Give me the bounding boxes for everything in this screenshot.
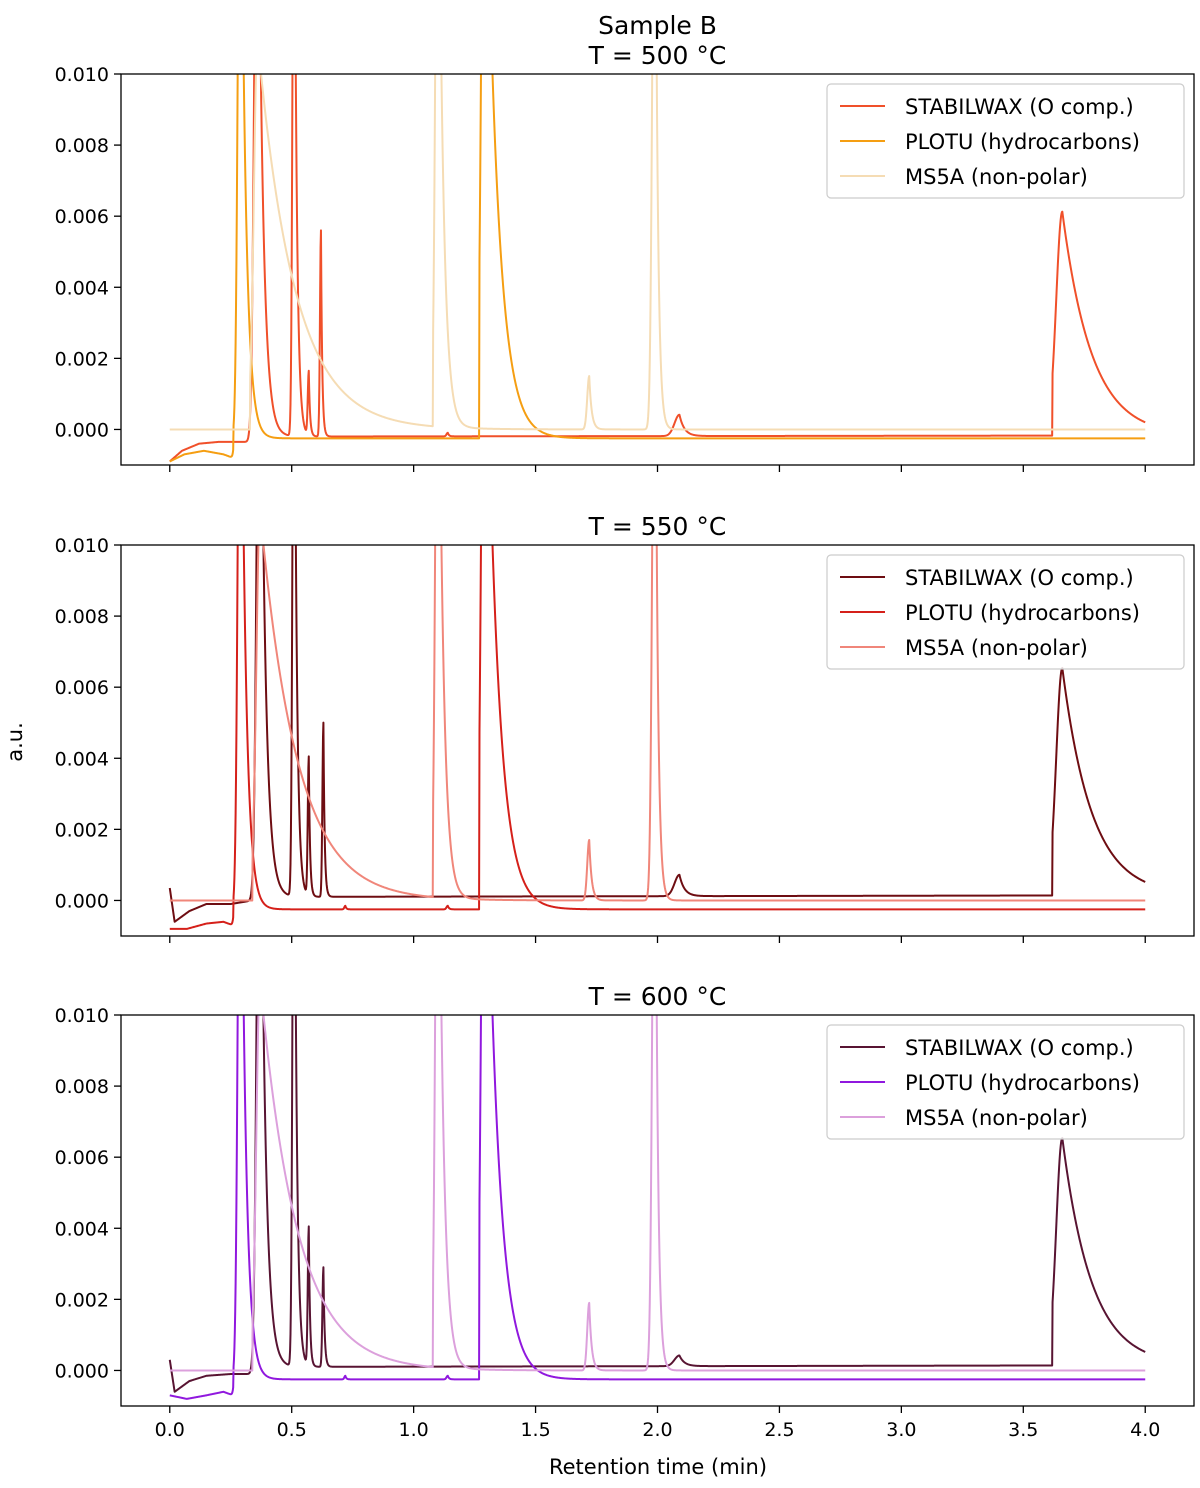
panel-title: T = 550 °C [588, 512, 727, 541]
legend-box [826, 83, 1185, 199]
y-tick-label: 0.002 [55, 819, 109, 841]
y-axis-label: a.u. [3, 722, 27, 762]
x-axis-label: Retention time (min) [549, 1455, 767, 1479]
x-tick-label: 3.0 [886, 1419, 916, 1441]
y-tick-label: 0.004 [55, 1218, 109, 1240]
panel-title: T = 500 °C [588, 41, 727, 70]
y-tick-label: 0.006 [55, 677, 109, 699]
legend: STABILWAX (O comp.) PLOTU (hydrocarbons) M… [826, 83, 1185, 199]
legend: STABILWAX (O comp.) PLOTU (hydrocarbons) M… [826, 1024, 1185, 1140]
y-tick-label: 0.002 [55, 348, 109, 370]
legend-entry-label: STABILWAX (O comp.) [905, 1036, 1134, 1060]
y-tick-label: 0.010 [55, 1005, 109, 1027]
y-tick-label: 0.008 [55, 606, 109, 628]
legend-entry-label: MS5A (non-polar) [905, 1106, 1088, 1130]
series-group [168, 1015, 1146, 1400]
chart-panel-2: T = 550 °C 0.000 0.002 0.004 0.006 0.008 0.010… [55, 512, 1195, 943]
y-tick-label: 0.006 [55, 206, 109, 228]
panel-title: Sample B [598, 11, 717, 40]
chart-panel-3: T = 600 °C 0.000 0.002 0.004 0.006 0.008 0.010… [55, 982, 1195, 1441]
series-line-1 [169, 74, 1146, 463]
legend-entry-label: MS5A (non-polar) [905, 636, 1088, 660]
y-tick-label: 0.002 [55, 1289, 109, 1311]
y-tick-label: 0.010 [55, 64, 109, 86]
y-tick-label: 0.000 [55, 1360, 109, 1382]
chart-panel-1: Sample BT = 500 °C 0.000 0.002 0.004 0.006 0.… [55, 11, 1195, 472]
series-line-1 [168, 545, 1146, 923]
y-tick-label: 0.000 [55, 419, 109, 441]
legend-box [826, 1024, 1185, 1140]
legend-entry-label: PLOTU (hydrocarbons) [905, 130, 1140, 154]
legend-entry-label: STABILWAX (O comp.) [905, 95, 1134, 119]
y-tick-label: 0.010 [55, 535, 109, 557]
y-tick-label: 0.008 [55, 1076, 109, 1098]
series-line-2 [169, 1015, 1146, 1400]
y-tick-label: 0.006 [55, 1147, 109, 1169]
x-tick-label: 0.0 [155, 1419, 185, 1441]
x-tick-label: 4.0 [1130, 1419, 1160, 1441]
x-tick-label: 3.5 [1008, 1419, 1038, 1441]
series-line-2 [169, 545, 1146, 930]
y-tick-label: 0.000 [55, 890, 109, 912]
series-line-1 [168, 1015, 1146, 1393]
series-group [168, 545, 1146, 930]
series-line-3 [169, 74, 1146, 431]
x-tick-label: 0.5 [277, 1419, 307, 1441]
y-tick-label: 0.004 [55, 748, 109, 770]
legend-entry-label: STABILWAX (O comp.) [905, 566, 1134, 590]
series-line-3 [169, 545, 1146, 902]
x-tick-label: 2.5 [764, 1419, 794, 1441]
y-tick-label: 0.004 [55, 277, 109, 299]
legend: STABILWAX (O comp.) PLOTU (hydrocarbons) M… [826, 554, 1185, 670]
legend-entry-label: PLOTU (hydrocarbons) [905, 1071, 1140, 1095]
series-group [169, 74, 1146, 463]
y-tick-label: 0.008 [55, 135, 109, 157]
legend-box [826, 554, 1185, 670]
x-tick-label: 2.0 [642, 1419, 672, 1441]
x-tick-label: 1.0 [399, 1419, 429, 1441]
legend-entry-label: PLOTU (hydrocarbons) [905, 601, 1140, 625]
x-tick-label: 1.5 [520, 1419, 550, 1441]
legend-entry-label: MS5A (non-polar) [905, 165, 1088, 189]
series-line-3 [169, 1015, 1146, 1372]
series-line-2 [169, 74, 1146, 463]
panel-title: T = 600 °C [588, 982, 727, 1011]
